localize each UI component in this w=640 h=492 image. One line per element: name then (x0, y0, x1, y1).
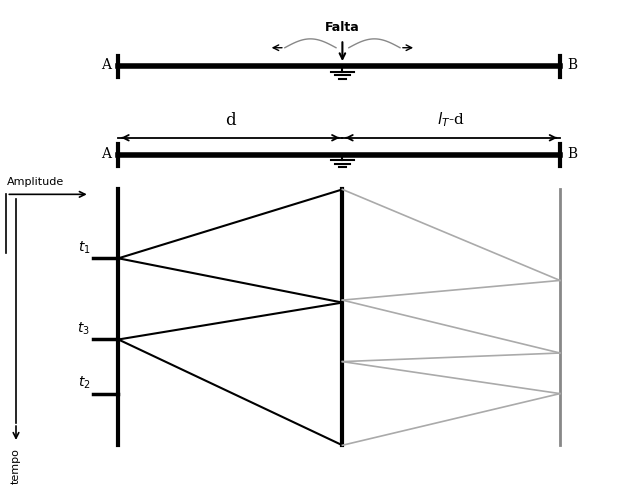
Text: $l_T$-d: $l_T$-d (437, 110, 465, 129)
Text: tempo: tempo (11, 448, 21, 484)
Text: Amplitude: Amplitude (7, 177, 64, 187)
Text: A: A (100, 58, 111, 72)
Text: $t_3$: $t_3$ (77, 321, 90, 337)
Text: d: d (225, 112, 236, 129)
Text: B: B (568, 58, 578, 72)
Text: $t_1$: $t_1$ (77, 240, 90, 256)
Text: B: B (568, 147, 578, 160)
Text: A: A (100, 147, 111, 160)
Text: Falta: Falta (325, 22, 360, 34)
Text: $t_2$: $t_2$ (77, 375, 90, 391)
